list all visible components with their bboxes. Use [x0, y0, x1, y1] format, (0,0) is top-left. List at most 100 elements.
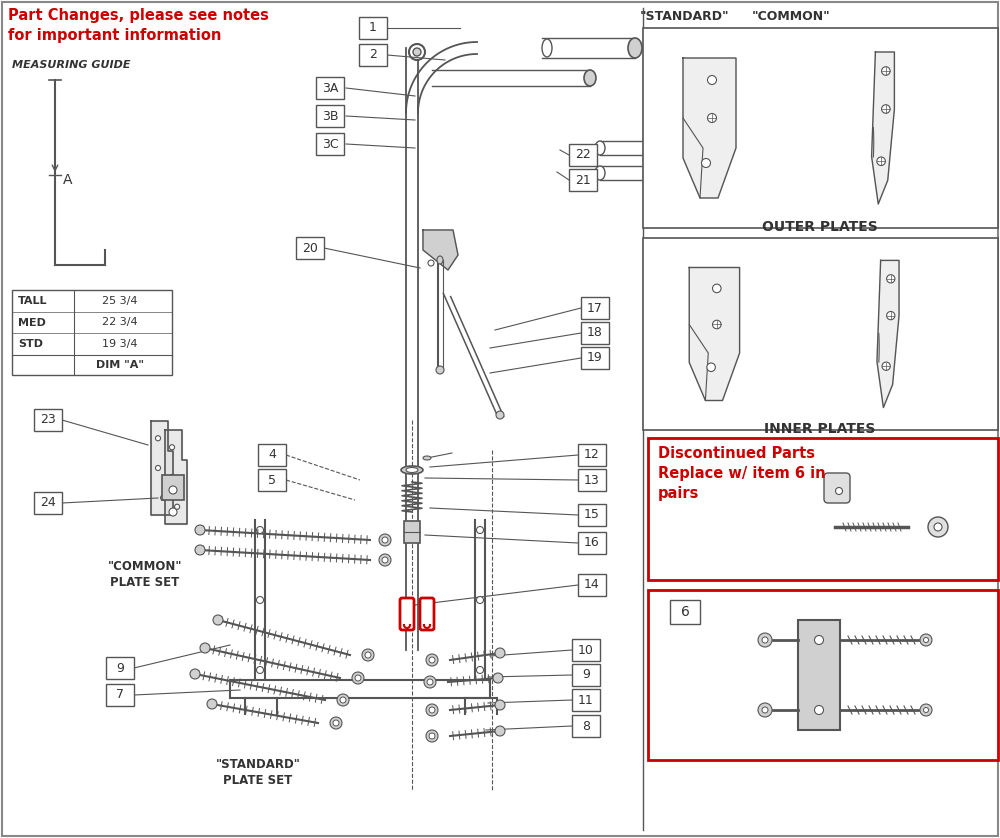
Text: MED: MED: [18, 318, 46, 328]
Bar: [581, 347, 609, 369]
Ellipse shape: [429, 657, 435, 663]
Polygon shape: [872, 52, 894, 204]
Bar: [643, 28, 998, 228]
Text: 16: 16: [584, 536, 600, 550]
Bar: [572, 664, 600, 686]
Ellipse shape: [169, 445, 175, 450]
Ellipse shape: [195, 545, 205, 555]
Ellipse shape: [713, 284, 721, 292]
FancyBboxPatch shape: [420, 598, 434, 630]
Text: 19: 19: [587, 351, 603, 365]
Text: for important information: for important information: [8, 28, 221, 43]
Ellipse shape: [426, 704, 438, 716]
Text: "STANDARD"
PLATE SET: "STANDARD" PLATE SET: [216, 758, 300, 787]
Text: pairs: pairs: [658, 486, 699, 501]
Ellipse shape: [882, 67, 890, 75]
Ellipse shape: [169, 486, 177, 494]
Ellipse shape: [155, 436, 161, 441]
Bar: [578, 444, 606, 466]
Ellipse shape: [934, 523, 942, 531]
Polygon shape: [423, 230, 458, 270]
Text: 22: 22: [575, 148, 591, 162]
Ellipse shape: [713, 320, 721, 328]
Ellipse shape: [628, 38, 642, 58]
Text: 20: 20: [302, 241, 318, 255]
Text: 3C: 3C: [322, 137, 338, 151]
Bar: [34, 492, 62, 514]
Polygon shape: [151, 422, 173, 515]
Bar: [106, 684, 134, 706]
Text: 8: 8: [582, 720, 590, 732]
Bar: [404, 521, 420, 543]
Bar: [798, 620, 840, 730]
Ellipse shape: [161, 495, 166, 500]
Bar: [578, 469, 606, 491]
Text: 25 3/4: 25 3/4: [102, 296, 138, 306]
Ellipse shape: [382, 537, 388, 543]
Ellipse shape: [256, 597, 264, 603]
Ellipse shape: [195, 525, 205, 535]
Bar: [572, 639, 600, 661]
Text: Part Changes, please see notes: Part Changes, please see notes: [8, 8, 269, 23]
Ellipse shape: [256, 526, 264, 534]
Ellipse shape: [362, 649, 374, 661]
Text: 21: 21: [575, 173, 591, 187]
Text: 24: 24: [40, 496, 56, 510]
Text: 23: 23: [40, 413, 56, 427]
Ellipse shape: [762, 637, 768, 643]
Text: OUTER PLATES: OUTER PLATES: [762, 220, 878, 234]
Ellipse shape: [758, 703, 772, 717]
Bar: [572, 715, 600, 737]
Ellipse shape: [814, 706, 824, 715]
Ellipse shape: [379, 534, 391, 546]
Ellipse shape: [758, 633, 772, 647]
Ellipse shape: [814, 635, 824, 644]
Text: 14: 14: [584, 578, 600, 592]
Ellipse shape: [207, 699, 217, 709]
Text: Discontinued Parts: Discontinued Parts: [658, 446, 815, 461]
Ellipse shape: [169, 474, 175, 479]
Bar: [578, 532, 606, 554]
Ellipse shape: [477, 526, 484, 534]
Ellipse shape: [337, 694, 349, 706]
Ellipse shape: [645, 166, 655, 180]
Ellipse shape: [887, 275, 895, 283]
Text: 13: 13: [584, 473, 600, 487]
Ellipse shape: [409, 44, 425, 60]
Bar: [578, 504, 606, 526]
Ellipse shape: [379, 554, 391, 566]
Ellipse shape: [406, 468, 418, 473]
Ellipse shape: [708, 113, 716, 122]
Ellipse shape: [542, 39, 552, 57]
Ellipse shape: [584, 70, 596, 86]
FancyBboxPatch shape: [400, 598, 414, 630]
Bar: [670, 600, 700, 624]
Polygon shape: [689, 267, 740, 401]
Ellipse shape: [413, 48, 421, 56]
Text: 2: 2: [369, 49, 377, 61]
Text: 9: 9: [582, 669, 590, 681]
Text: "COMMON"
PLATE SET: "COMMON" PLATE SET: [108, 560, 182, 589]
Ellipse shape: [200, 643, 210, 653]
Text: DIM "A": DIM "A": [96, 360, 144, 370]
Text: 11: 11: [578, 694, 594, 706]
Ellipse shape: [650, 141, 660, 155]
Bar: [643, 238, 998, 430]
Ellipse shape: [495, 648, 505, 658]
Bar: [578, 574, 606, 596]
Ellipse shape: [924, 638, 928, 643]
Bar: [581, 297, 609, 319]
Text: "COMMON": "COMMON": [752, 10, 830, 23]
Ellipse shape: [924, 707, 928, 712]
Text: 12: 12: [584, 448, 600, 462]
Bar: [12, 290, 172, 375]
Ellipse shape: [429, 733, 435, 739]
Ellipse shape: [190, 669, 200, 679]
Text: "STANDARD": "STANDARD": [640, 10, 730, 23]
Ellipse shape: [595, 141, 605, 155]
Ellipse shape: [382, 557, 388, 563]
Bar: [316, 105, 344, 127]
Ellipse shape: [495, 700, 505, 710]
Polygon shape: [165, 430, 187, 524]
Ellipse shape: [762, 707, 768, 713]
